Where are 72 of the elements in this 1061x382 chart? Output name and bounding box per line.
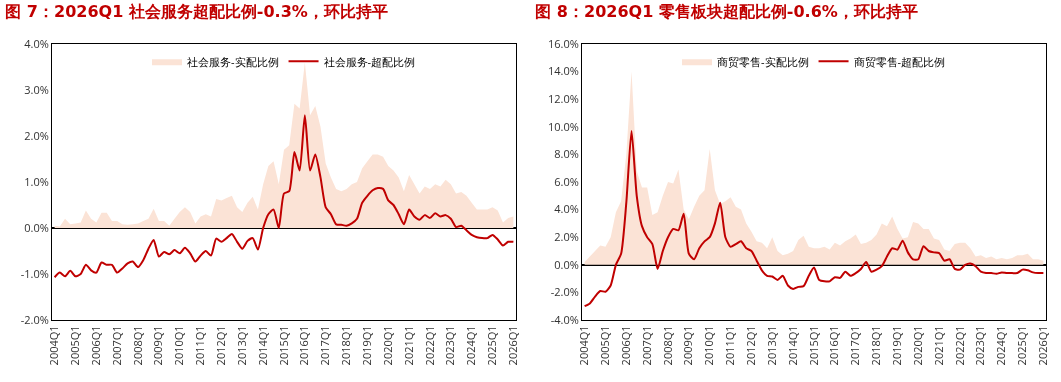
x-tick-label: 2006Q1	[87, 325, 103, 366]
x-tick-label: 2016Q1	[296, 325, 312, 366]
x-tick-label: 2025Q1	[484, 325, 500, 366]
x-tick-label: 2016Q1	[826, 325, 842, 366]
x-tick-label: 2007Q1	[108, 325, 124, 366]
x-tick-label: 2026Q1	[1034, 325, 1050, 366]
x-tick-label: 2010Q1	[701, 325, 717, 366]
x-tick-label: 2021Q1	[400, 325, 416, 366]
legend-label: 商贸零售-实配比例	[717, 53, 809, 69]
y-tick-label: 16.0%	[547, 35, 579, 51]
x-tick-label: 2014Q1	[784, 325, 800, 366]
y-tick-label: 4.0%	[24, 35, 49, 51]
x-tick-label: 2006Q1	[617, 325, 633, 366]
line-series	[583, 129, 1045, 308]
x-tick-label: 2022Q1	[951, 325, 967, 366]
y-tick-label: 8.0%	[554, 146, 579, 162]
x-tick-label: 2012Q1	[743, 325, 759, 366]
x-tick-label: 2020Q1	[909, 325, 925, 366]
x-tick-label: 2018Q1	[868, 325, 884, 366]
y-tick-label: 12.0%	[547, 91, 579, 107]
x-tick-label: 2008Q1	[129, 325, 145, 366]
x-tick-label: 2009Q1	[150, 325, 166, 366]
chart-title: 图 8：2026Q1 零售板块超配比例-0.6%，环比持平	[535, 1, 918, 21]
y-tick-label: 4.0%	[554, 201, 579, 217]
y-tick-label: 1.0%	[24, 173, 49, 189]
x-tick-label: 2007Q1	[638, 325, 654, 366]
x-tick-label: 2010Q1	[171, 325, 187, 366]
x-tick-label: 2005Q1	[67, 325, 83, 366]
legend-label: 社会服务-实配比例	[187, 53, 279, 69]
y-tick-label: 10.0%	[547, 118, 579, 134]
x-tick-label: 2011Q1	[722, 325, 738, 366]
y-tick-label: -4.0%	[550, 311, 579, 327]
x-tick-label: 2008Q1	[659, 325, 675, 366]
x-tick-label: 2015Q1	[275, 325, 291, 366]
y-tick-label: -2.0%	[550, 284, 579, 300]
x-tick-label: 2012Q1	[213, 325, 229, 366]
x-tick-label: 2004Q1	[46, 325, 62, 366]
x-tick-label: 2025Q1	[1014, 325, 1030, 366]
y-tick-label: 6.0%	[554, 173, 579, 189]
y-tick-label: -1.0%	[20, 265, 49, 281]
y-tick-label: 3.0%	[24, 81, 49, 97]
x-tick-label: 2022Q1	[421, 325, 437, 366]
legend-label: 社会服务-超配比例	[323, 53, 416, 69]
x-tick-label: 2023Q1	[442, 325, 458, 366]
x-tick-label: 2013Q1	[763, 325, 779, 366]
x-tick-label: 2024Q1	[993, 325, 1009, 366]
y-tick-label: 14.0%	[547, 63, 579, 79]
x-tick-label: 2023Q1	[972, 325, 988, 366]
x-tick-label: 2026Q1	[504, 325, 520, 366]
y-tick-label: 2.0%	[24, 127, 49, 143]
x-tick-label: 2013Q1	[233, 325, 249, 366]
line-series	[53, 114, 515, 279]
x-tick-label: 2017Q1	[847, 325, 863, 366]
x-tick-label: 2015Q1	[805, 325, 821, 366]
x-tick-label: 2019Q1	[888, 325, 904, 366]
y-tick-label: 2.0%	[554, 229, 579, 245]
x-tick-label: 2011Q1	[192, 325, 208, 366]
x-tick-label: 2019Q1	[359, 325, 374, 366]
y-tick-label: 0.0%	[554, 256, 579, 272]
chart-title: 图 7：2026Q1 社会服务超配比例-0.3%，环比持平	[5, 1, 388, 21]
x-tick-label: 2014Q1	[254, 325, 270, 366]
x-tick-label: 2009Q1	[680, 325, 696, 366]
x-tick-label: 2018Q1	[338, 325, 354, 366]
y-tick-label: 0.0%	[24, 219, 49, 235]
x-tick-label: 2017Q1	[317, 325, 333, 366]
x-tick-label: 2004Q1	[576, 325, 592, 366]
x-tick-label: 2024Q1	[463, 325, 479, 366]
x-tick-label: 2020Q1	[379, 325, 395, 366]
y-tick-label: -2.0%	[20, 311, 49, 327]
legend-label: 商贸零售-超配比例	[853, 53, 946, 69]
x-tick-label: 2005Q1	[597, 325, 613, 366]
x-tick-label: 2021Q1	[930, 325, 946, 366]
